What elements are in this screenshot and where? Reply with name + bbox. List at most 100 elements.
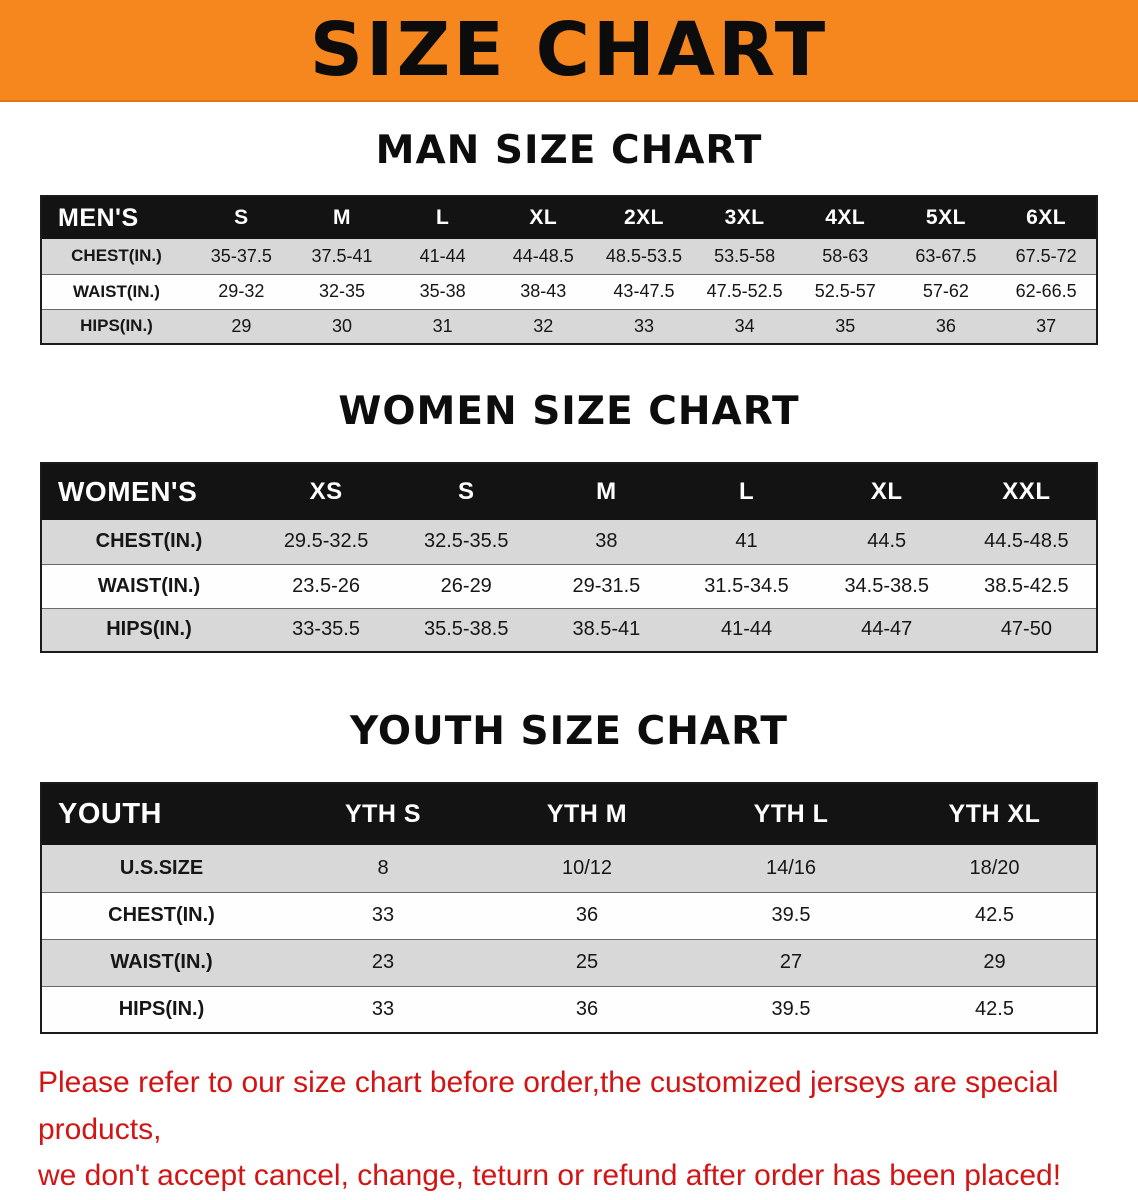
measurement-value-cell: 23.5-26 bbox=[292, 574, 360, 597]
size-header-cell: L bbox=[738, 478, 755, 505]
measurement-value-cell: 38.5-41 bbox=[572, 618, 641, 641]
measurement-row: CHEST(IN.) 35-37.5 37.5-41 41-44 44-48.5 48.5… bbox=[41, 239, 1097, 274]
measurement-value-cell: 27 bbox=[779, 951, 803, 973]
measurement-value-cell: 38-43 bbox=[520, 281, 567, 301]
row-label-cell: HIPS(IN.) bbox=[80, 316, 153, 336]
measurement-value-cell: 38 bbox=[595, 530, 618, 553]
measurement-value-cell: 41-44 bbox=[720, 618, 773, 641]
order-policy-note-line2: we don't accept cancel, change, teturn o… bbox=[38, 1159, 1062, 1192]
measurement-row: WAIST(IN.) 23.5-26 26-29 29-31.5 31.5-34.5 34… bbox=[41, 564, 1097, 608]
measurement-value-cell: 31.5-34.5 bbox=[704, 574, 789, 597]
measurement-value-cell: 18/20 bbox=[969, 856, 1020, 879]
table-title-cell: YOUTH bbox=[58, 798, 162, 830]
size-chart-banner: SIZE CHART bbox=[0, 0, 1138, 102]
size-header-cell: M bbox=[596, 478, 617, 505]
measurement-value-cell: 58-63 bbox=[822, 245, 869, 266]
measurement-value-cell: 14/16 bbox=[765, 856, 817, 879]
measurement-value-cell: 36 bbox=[575, 997, 599, 1020]
measurement-value-cell: 37 bbox=[1036, 315, 1057, 336]
men-section-heading: MAN SIZE CHART bbox=[375, 128, 763, 173]
measurement-value-cell: 33 bbox=[371, 904, 395, 926]
measurement-value-cell: 33 bbox=[633, 315, 654, 336]
measurement-value-cell: 48.5-53.5 bbox=[605, 245, 682, 266]
measurement-value-cell: 23 bbox=[371, 951, 395, 973]
measurement-row: HIPS(IN.) 29 30 31 32 33 34 35 36 37 bbox=[41, 309, 1097, 344]
size-header-cell: XL bbox=[870, 478, 903, 505]
measurement-value-cell: 47.5-52.5 bbox=[706, 281, 783, 301]
size-header-cell: S bbox=[234, 206, 249, 229]
row-label-cell: WAIST(IN.) bbox=[97, 574, 201, 597]
row-label-cell: WAIST(IN.) bbox=[73, 281, 160, 301]
measurement-row: HIPS(IN.) 33-35.5 35.5-38.5 38.5-41 41-44 44-… bbox=[41, 608, 1097, 652]
women-size-table: WOMEN'S XS S M L XL XXL CHEST(IN.) 29.5-32.5 32.5… bbox=[40, 462, 1098, 653]
row-label-cell: HIPS(IN.) bbox=[106, 618, 192, 641]
size-header-row: WOMEN'S XS S M L XL XXL bbox=[41, 463, 1097, 520]
size-header-cell: M bbox=[332, 206, 351, 229]
measurement-value-cell: 53.5-58 bbox=[714, 245, 776, 266]
measurement-row: U.S.SIZE 8 10/12 14/16 18/20 bbox=[41, 845, 1097, 892]
measurement-value-cell: 41-44 bbox=[419, 245, 466, 266]
size-header-cell: S bbox=[457, 478, 475, 505]
men-size-section: MAN SIZE CHART MEN'S S M L XL 2XL 3XL 4XL 5XL 6XL… bbox=[0, 128, 1138, 345]
measurement-value-cell: 29-32 bbox=[218, 281, 265, 301]
size-header-row: YOUTH YTH S YTH M YTH L YTH XL bbox=[41, 783, 1097, 845]
row-label-cell: CHEST(IN.) bbox=[108, 904, 215, 926]
youth-section-heading: YOUTH SIZE CHART bbox=[350, 709, 788, 754]
measurement-row: WAIST(IN.) 29-32 32-35 35-38 38-43 43-47.5 47.… bbox=[41, 274, 1097, 309]
size-header-cell: 6XL bbox=[1026, 206, 1067, 229]
measurement-value-cell: 39.5 bbox=[771, 997, 811, 1020]
size-header-cell: 4XL bbox=[825, 206, 866, 229]
measurement-row: HIPS(IN.) 33 36 39.5 42.5 bbox=[41, 986, 1097, 1033]
row-label-cell: CHEST(IN.) bbox=[95, 530, 203, 553]
measurement-value-cell: 30 bbox=[331, 315, 352, 336]
men-size-table: MEN'S S M L XL 2XL 3XL 4XL 5XL 6XL CHEST(IN.) 35-37… bbox=[40, 195, 1098, 345]
size-header-cell: L bbox=[435, 206, 450, 229]
order-policy-note-line1: Please refer to our size chart before or… bbox=[38, 1066, 1059, 1146]
measurement-row: CHEST(IN.) 29.5-32.5 32.5-35.5 38 41 44.5 44.5… bbox=[41, 520, 1097, 564]
row-label-cell: U.S.SIZE bbox=[119, 856, 204, 879]
measurement-value-cell: 44.5 bbox=[867, 530, 907, 553]
size-header-cell: XXL bbox=[1002, 478, 1051, 505]
size-header-cell: 3XL bbox=[724, 206, 765, 229]
size-header-cell: YTH M bbox=[546, 800, 628, 828]
measurement-value-cell: 35-38 bbox=[419, 281, 466, 301]
measurement-value-cell: 47-50 bbox=[1000, 618, 1052, 641]
measurement-value-cell: 67.5-72 bbox=[1015, 245, 1077, 266]
measurement-value-cell: 37.5-41 bbox=[311, 245, 373, 266]
measurement-value-cell: 32-35 bbox=[318, 281, 365, 301]
measurement-value-cell: 26-29 bbox=[440, 574, 492, 597]
size-header-row: MEN'S S M L XL 2XL 3XL 4XL 5XL 6XL bbox=[41, 196, 1097, 239]
measurement-value-cell: 38.5-42.5 bbox=[984, 574, 1069, 597]
measurement-value-cell: 44-47 bbox=[861, 618, 913, 641]
measurement-value-cell: 33-35.5 bbox=[292, 618, 360, 641]
measurement-value-cell: 35-37.5 bbox=[210, 245, 272, 266]
measurement-value-cell: 32.5-35.5 bbox=[423, 530, 509, 553]
measurement-value-cell: 29 bbox=[231, 315, 252, 336]
measurement-row: CHEST(IN.) 33 36 39.5 42.5 bbox=[41, 892, 1097, 939]
measurement-value-cell: 57-62 bbox=[922, 281, 969, 301]
row-label-cell: WAIST(IN.) bbox=[110, 951, 213, 973]
measurement-value-cell: 36 bbox=[575, 904, 599, 926]
size-header-cell: XL bbox=[529, 206, 558, 229]
women-size-section: WOMEN SIZE CHART WOMEN'S XS S M L XL XXL CHEST(… bbox=[0, 389, 1138, 653]
measurement-value-cell: 29.5-32.5 bbox=[283, 530, 369, 553]
row-label-cell: HIPS(IN.) bbox=[118, 997, 205, 1020]
measurement-value-cell: 34 bbox=[734, 315, 755, 336]
measurement-value-cell: 35 bbox=[835, 315, 856, 336]
size-header-cell: 2XL bbox=[623, 206, 664, 229]
measurement-value-cell: 44.5-48.5 bbox=[984, 530, 1069, 553]
measurement-value-cell: 62-66.5 bbox=[1015, 281, 1077, 301]
measurement-value-cell: 29 bbox=[983, 951, 1006, 973]
measurement-value-cell: 52.5-57 bbox=[814, 281, 876, 301]
measurement-value-cell: 31 bbox=[432, 315, 453, 336]
order-policy-note: Please refer to our size chart before or… bbox=[38, 1060, 1100, 1200]
women-section-heading: WOMEN SIZE CHART bbox=[338, 389, 800, 434]
measurement-value-cell: 32 bbox=[533, 315, 554, 336]
youth-size-section: YOUTH SIZE CHART YOUTH YTH S YTH M YTH L YTH… bbox=[0, 709, 1138, 1034]
banner-title: SIZE CHART bbox=[309, 7, 829, 93]
size-header-cell: YTH S bbox=[344, 800, 422, 828]
measurement-value-cell: 42.5 bbox=[975, 904, 1014, 926]
measurement-value-cell: 35.5-38.5 bbox=[423, 618, 509, 641]
size-header-cell: YTH XL bbox=[948, 800, 1041, 828]
measurement-value-cell: 25 bbox=[575, 951, 599, 973]
